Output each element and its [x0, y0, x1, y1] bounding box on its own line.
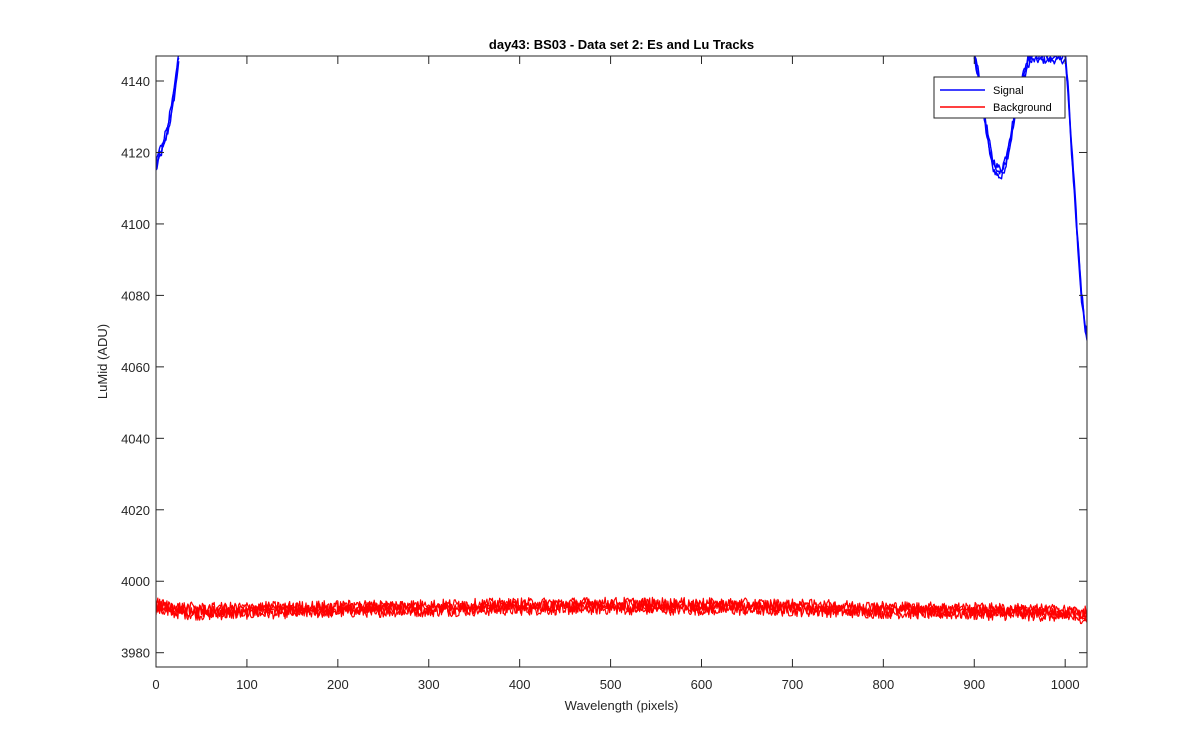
signal-series-line	[156, 56, 1087, 337]
axes-box	[155, 55, 1088, 668]
x-tick-label: 600	[691, 677, 713, 692]
y-tick-label: 3980	[121, 646, 150, 661]
series-layer	[156, 56, 1087, 625]
legend: Signal Background	[933, 76, 1066, 119]
chart-title: day43: BS03 - Data set 2: Es and Lu Trac…	[489, 37, 754, 52]
y-axis-title: LuMid (ADU)	[95, 324, 110, 399]
x-tick-label: 700	[782, 677, 804, 692]
x-tick-label: 400	[509, 677, 531, 692]
y-tick-label: 4040	[121, 431, 150, 446]
legend-label-signal: Signal	[993, 85, 1024, 97]
x-tick-label: 900	[963, 677, 985, 692]
axes: 0 100 200 300 400 500 600 700 800 900 1000 3980 4000…	[121, 55, 1088, 692]
x-tick-label: 500	[600, 677, 622, 692]
y-tick-label: 4140	[121, 74, 150, 89]
y-tick-label: 4020	[121, 503, 150, 518]
y-tick-label: 4000	[121, 574, 150, 589]
y-tick-label: 4080	[121, 288, 150, 303]
plot-area	[156, 56, 1087, 667]
y-tick-label: 4120	[121, 145, 150, 160]
x-tick-label: 100	[236, 677, 258, 692]
x-axis-title: Wavelength (pixels)	[565, 698, 679, 713]
legend-box	[933, 76, 1066, 119]
legend-label-background: Background	[993, 102, 1052, 114]
x-tick-label: 1000	[1051, 677, 1080, 692]
y-tick-label: 4100	[121, 217, 150, 232]
background-series-line	[156, 596, 1087, 618]
x-tick-label: 0	[152, 677, 159, 692]
x-tick-label: 300	[418, 677, 440, 692]
background-series-line	[156, 598, 1087, 619]
x-tick-label: 200	[327, 677, 349, 692]
y-tick-label: 4060	[121, 360, 150, 375]
x-tick-label: 800	[872, 677, 894, 692]
